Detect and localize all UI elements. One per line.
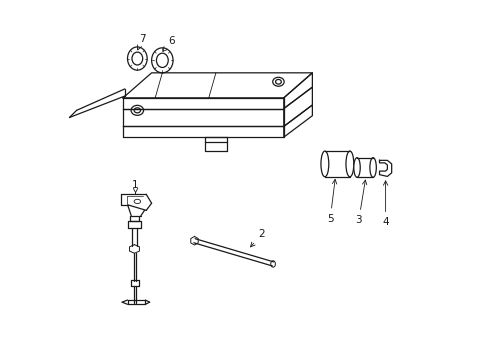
Text: 4: 4: [382, 181, 388, 227]
Ellipse shape: [353, 158, 360, 177]
Text: 5: 5: [326, 179, 336, 224]
Polygon shape: [283, 87, 312, 126]
Polygon shape: [123, 73, 312, 98]
Text: 2: 2: [250, 229, 264, 247]
Ellipse shape: [345, 151, 353, 177]
Ellipse shape: [272, 77, 284, 86]
Ellipse shape: [151, 48, 173, 73]
Polygon shape: [283, 105, 312, 137]
Text: 1: 1: [132, 180, 139, 193]
Polygon shape: [123, 98, 283, 109]
Ellipse shape: [127, 47, 147, 70]
Text: 6: 6: [163, 36, 174, 51]
Polygon shape: [283, 73, 312, 109]
Polygon shape: [123, 109, 283, 126]
Polygon shape: [123, 126, 283, 137]
Ellipse shape: [131, 105, 143, 115]
Text: 3: 3: [355, 180, 366, 225]
Ellipse shape: [320, 151, 328, 177]
Ellipse shape: [369, 158, 376, 177]
Text: 7: 7: [137, 34, 146, 50]
Ellipse shape: [270, 261, 275, 267]
